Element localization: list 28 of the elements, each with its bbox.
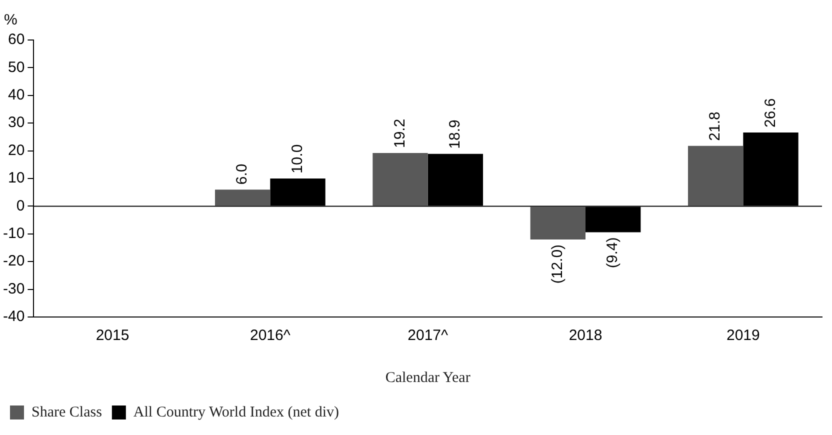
y-tick-label: 0 — [16, 197, 25, 214]
x-tick-label: 2016^ — [250, 327, 290, 344]
data-label: 18.9 — [446, 120, 464, 149]
y-tick-label: 50 — [8, 58, 25, 76]
x-tick-label: 2018 — [568, 327, 602, 344]
data-label: 19.2 — [391, 118, 408, 148]
y-tick-label: -40 — [2, 308, 25, 326]
y-tick-label: 10 — [8, 170, 25, 187]
y-tick-label: -10 — [2, 225, 25, 242]
x-tick-label: 2015 — [96, 327, 130, 344]
y-tick-label: 20 — [8, 142, 25, 159]
x-tick-label: 2019 — [726, 327, 760, 344]
y-tick-label: -30 — [2, 280, 25, 298]
x-axis-title: Calendar Year — [385, 370, 470, 386]
y-tick-label: 40 — [8, 86, 25, 104]
data-label: (12.0) — [549, 244, 566, 284]
y-tick-label: -20 — [2, 252, 25, 270]
y-tick-label: 60 — [8, 31, 25, 48]
data-label: (9.4) — [604, 237, 622, 268]
data-label: 26.6 — [762, 98, 779, 128]
legend-label: Share Class — [32, 404, 102, 420]
x-tick-label: 2017^ — [408, 327, 448, 344]
data-label: 21.8 — [706, 112, 724, 141]
legend-label: All Country World Index (net div) — [133, 404, 339, 420]
data-label: 6.0 — [234, 164, 251, 185]
y-axis-title: % — [4, 12, 18, 29]
y-tick-label: 30 — [8, 114, 25, 132]
data-label: 10.0 — [288, 144, 306, 174]
